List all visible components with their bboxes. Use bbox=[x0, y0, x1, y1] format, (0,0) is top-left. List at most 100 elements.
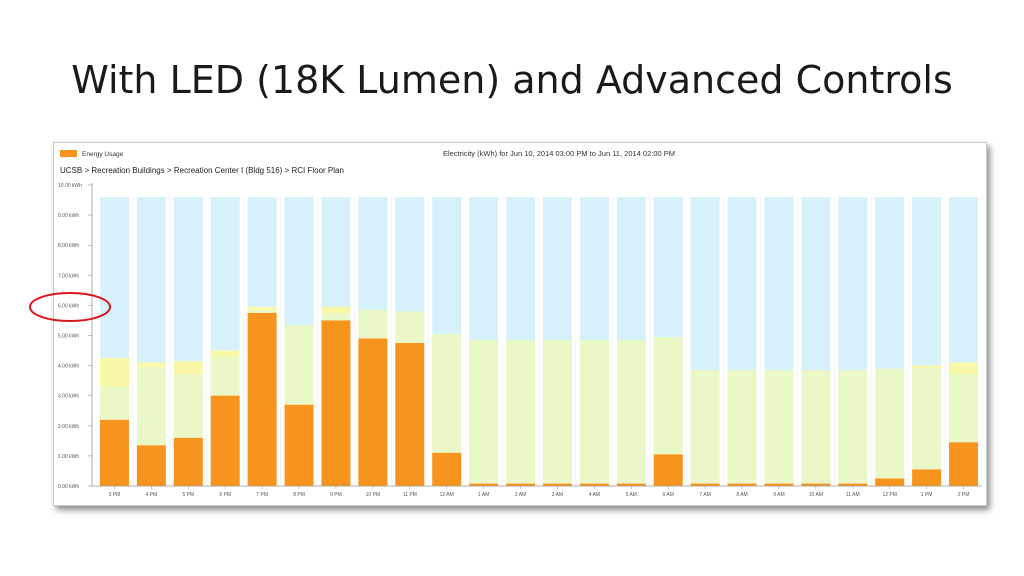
bar-energy-usage bbox=[579, 483, 609, 486]
bar-band-blue bbox=[358, 197, 388, 310]
gridlines bbox=[95, 197, 983, 486]
x-tick-label: 12 AM bbox=[440, 492, 454, 498]
x-tick-label: 7 PM bbox=[256, 492, 268, 498]
bars bbox=[99, 197, 979, 486]
x-tick-label: 5 PM bbox=[182, 492, 194, 498]
bar-band-green bbox=[321, 312, 351, 321]
y-tick-label: 2.00 kWh bbox=[58, 424, 79, 430]
bar-band-green bbox=[838, 370, 868, 484]
bar-band-green bbox=[764, 370, 794, 484]
bar-energy-usage bbox=[321, 320, 351, 486]
y-tick-label: 0.00 kWh bbox=[58, 484, 79, 490]
y-tick-label: 3.00 kWh bbox=[58, 394, 79, 400]
y-tick-label: 7.00 kWh bbox=[58, 273, 79, 279]
bar-band-blue bbox=[838, 197, 868, 371]
bar-band-yellow bbox=[949, 362, 979, 375]
x-tick-label: 12 PM bbox=[882, 492, 896, 498]
x-tick-label: 9 PM bbox=[330, 492, 342, 498]
bar-energy-usage bbox=[395, 343, 425, 486]
bar-band-green bbox=[395, 311, 425, 344]
y-tick-label: 10.00 kWh bbox=[58, 183, 82, 189]
bar-band-yellow bbox=[210, 350, 240, 357]
y-tick-label: 8.00 kWh bbox=[58, 243, 79, 249]
x-tick-label: 5 AM bbox=[626, 492, 637, 498]
breadcrumb: UCSB > Recreation Buildings > Recreation… bbox=[60, 166, 344, 175]
bar-band-blue bbox=[727, 197, 757, 371]
bar-band-blue bbox=[764, 197, 794, 371]
bar-band-blue bbox=[99, 197, 129, 359]
energy-chart: Energy Usage Electricity (kWh) for Jun 1… bbox=[58, 149, 983, 498]
bar-band-green bbox=[949, 374, 979, 443]
bar-band-blue bbox=[949, 197, 979, 363]
bar-band-yellow bbox=[136, 362, 166, 368]
bar-energy-usage bbox=[210, 395, 240, 486]
bar-band-green bbox=[247, 309, 277, 313]
bar-band-blue bbox=[875, 197, 905, 369]
bar-band-blue bbox=[542, 197, 572, 341]
bar-band-blue bbox=[690, 197, 720, 371]
bar-energy-usage bbox=[432, 452, 462, 486]
bar-energy-usage bbox=[136, 445, 166, 486]
bar-band-green bbox=[173, 374, 203, 438]
x-tick-label: 6 PM bbox=[219, 492, 231, 498]
bar-band-green bbox=[727, 370, 757, 484]
bar-band-blue bbox=[579, 197, 609, 341]
bar-band-green bbox=[358, 309, 388, 339]
bar-band-blue bbox=[616, 197, 646, 341]
bar-band-yellow bbox=[912, 365, 942, 369]
legend-label: Energy Usage bbox=[82, 151, 124, 158]
bar-energy-usage bbox=[506, 483, 536, 486]
bar-band-blue bbox=[173, 197, 203, 362]
bar-energy-usage bbox=[358, 338, 388, 486]
x-tick-label: 9 AM bbox=[773, 492, 784, 498]
bar-band-blue bbox=[395, 197, 425, 312]
bar-energy-usage bbox=[173, 437, 203, 486]
legend-swatch bbox=[60, 150, 77, 157]
bar-band-green bbox=[210, 356, 240, 396]
chart-panel: Energy Usage Electricity (kWh) for Jun 1… bbox=[53, 142, 987, 506]
bar-band-green bbox=[99, 386, 129, 420]
x-tick-label: 10 PM bbox=[366, 492, 380, 498]
chart-title: Electricity (kWh) for Jun 10, 2014 03:00… bbox=[443, 149, 675, 158]
x-tick-label: 3 AM bbox=[552, 492, 563, 498]
bar-band-green bbox=[690, 370, 720, 484]
bar-band-blue bbox=[321, 197, 351, 307]
bar-band-green bbox=[875, 368, 905, 479]
bar-band-blue bbox=[801, 197, 831, 371]
slide-title: With LED (18K Lumen) and Advanced Contro… bbox=[71, 58, 953, 102]
x-tick-label: 8 PM bbox=[293, 492, 305, 498]
bar-band-green bbox=[616, 340, 646, 484]
y-tick-label: 4.00 kWh bbox=[58, 364, 79, 370]
x-tick-label: 8 AM bbox=[736, 492, 747, 498]
bar-band-blue bbox=[136, 197, 166, 363]
bar-energy-usage bbox=[875, 478, 905, 486]
bar-energy-usage bbox=[764, 483, 794, 486]
bar-band-green bbox=[506, 340, 536, 484]
x-tick-label: 1 AM bbox=[478, 492, 489, 498]
y-tick-label: 6.00 kWh bbox=[58, 303, 79, 309]
bar-band-green bbox=[579, 340, 609, 484]
bar-band-yellow bbox=[173, 361, 203, 375]
bar-energy-usage bbox=[838, 483, 868, 486]
y-tick-label: 5.00 kWh bbox=[58, 334, 79, 340]
bar-energy-usage bbox=[469, 483, 499, 486]
bar-band-blue bbox=[432, 197, 462, 334]
x-tick-label: 6 AM bbox=[663, 492, 674, 498]
bar-energy-usage bbox=[949, 442, 979, 486]
bar-band-blue bbox=[653, 197, 683, 338]
x-tick-label: 1 PM bbox=[921, 492, 933, 498]
x-tick-label: 2 AM bbox=[515, 492, 526, 498]
bar-energy-usage bbox=[653, 454, 683, 486]
bar-band-yellow bbox=[321, 306, 351, 313]
x-axis: 3 PM 4 PM 5 PM 6 PM 7 PM 8 PM 9 PM 10 PM 11 PM 12… bbox=[92, 485, 982, 498]
bar-energy-usage bbox=[284, 404, 314, 486]
bar-band-yellow bbox=[247, 306, 277, 310]
bar-energy-usage bbox=[542, 483, 572, 486]
bar-band-blue bbox=[469, 197, 499, 341]
bar-energy-usage bbox=[690, 483, 720, 486]
bar-band-green bbox=[801, 370, 831, 484]
x-tick-label: 4 PM bbox=[146, 492, 158, 498]
bar-band-blue bbox=[247, 197, 277, 307]
x-tick-label: 10 AM bbox=[809, 492, 823, 498]
bar-energy-usage bbox=[247, 312, 277, 486]
